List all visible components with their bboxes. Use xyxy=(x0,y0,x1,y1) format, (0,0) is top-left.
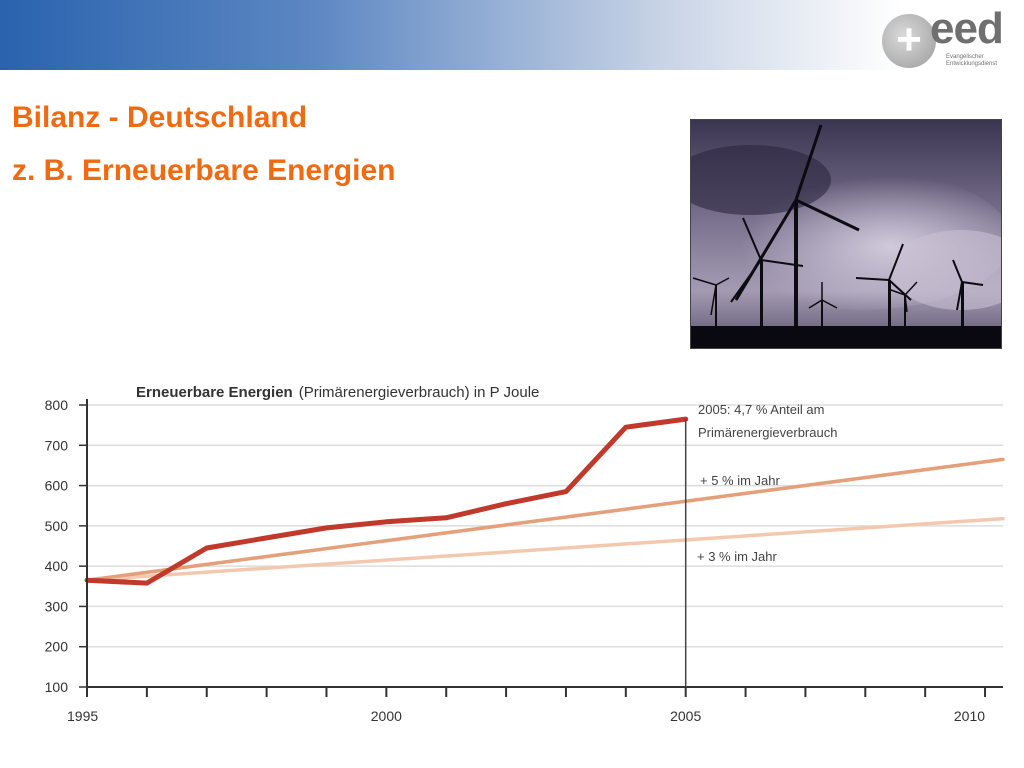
x-tick-label-2010: 2010 xyxy=(954,708,985,724)
series-line-growth_3 xyxy=(85,516,1005,582)
logo-plus-glyph: + xyxy=(896,15,922,64)
wind-turbines-photo xyxy=(690,119,1002,349)
renewable-energy-chart: 800 700 600 500 400 300 200 100 1995 2000 2005 2010… xyxy=(45,384,1005,724)
x-tick-label-2000: 2000 xyxy=(371,708,402,724)
y-tick-label-200: 200 xyxy=(45,639,69,655)
tick-labels: 800 700 600 500 400 300 200 100 1995 2000 2005 2010 xyxy=(45,397,986,724)
y-tick-label-300: 300 xyxy=(45,598,69,614)
series-line-actual xyxy=(84,416,689,586)
annotation-2005-line-1: 2005: 4,7 % Anteil am xyxy=(698,402,824,417)
axes xyxy=(79,399,1003,697)
y-tick-label-700: 700 xyxy=(45,437,69,453)
chart-title: Erneuerbare Energien (Primärenergieverbra… xyxy=(136,384,539,401)
logo-subtext: Evangelischer Entwicklungsdienst xyxy=(946,54,998,67)
series-line-growth_5 xyxy=(85,457,1005,582)
annotation-2005-line-2: Primärenergieverbrauch xyxy=(698,425,837,440)
y-tick-label-800: 800 xyxy=(45,397,69,413)
y-tick-label-400: 400 xyxy=(45,558,69,574)
header-band xyxy=(0,0,1024,70)
slide-title-line-2: z. B. Erneuerbare Energien xyxy=(12,154,396,187)
x-tick-label-1995: 1995 xyxy=(67,708,98,724)
wind-turbines-image xyxy=(691,120,1001,348)
logo-text: eed xyxy=(930,4,1004,53)
y-tick-label-600: 600 xyxy=(45,478,69,494)
chart-title-rest: (Primärenergieverbrauch) in P Joule xyxy=(299,384,540,401)
x-tick-label-2005: 2005 xyxy=(670,708,701,724)
growth-3-label: + 3 % im Jahr xyxy=(697,549,778,564)
eed-logo: + eed Evangelischer Entwicklungsdienst xyxy=(878,4,1018,74)
eed-plus-logo-icon xyxy=(882,14,936,68)
chart-title-bold: Erneuerbare Energien xyxy=(136,384,293,401)
series-lines xyxy=(84,416,1005,586)
y-tick-label-500: 500 xyxy=(45,518,69,534)
slide-title-line-1: Bilanz - Deutschland xyxy=(12,101,308,134)
growth-5-label: + 5 % im Jahr xyxy=(700,473,781,488)
y-tick-label-100: 100 xyxy=(45,679,69,695)
